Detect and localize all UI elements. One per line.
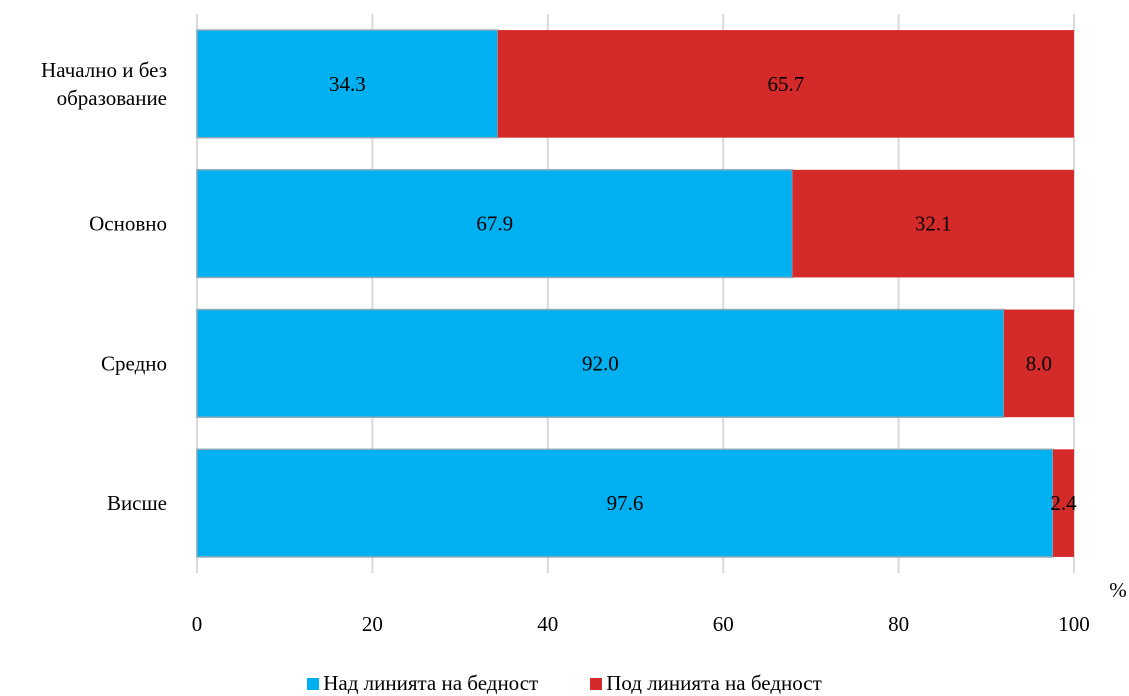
bars: 34.3 65.7 67.9 32.1 92.0 8.0 97.6 2.4 [196,29,1077,558]
x-tick-label: 80 [888,612,909,636]
category-labels: Начално и без образование Основно Средно Вис… [41,58,167,515]
legend-swatch [590,677,603,690]
legend-label: Под линията на бедност [606,671,822,695]
data-label: 97.6 [607,491,644,515]
data-label: 34.3 [329,72,366,96]
bar-segment [1052,449,1074,557]
x-tick-label: 20 [362,612,383,636]
legend-label: Над линията на бедност [323,671,539,695]
data-label: 67.9 [476,212,513,236]
bar-segment [1003,309,1074,418]
data-label: 92.0 [582,351,619,375]
x-tick-label: 100 [1058,612,1090,636]
legend: Над линията на бедност Под линията на бед… [0,671,1129,695]
data-label: 65.7 [768,72,805,96]
legend-swatch [307,677,320,690]
x-axis-ticks: 0 20 40 60 80 100 [192,612,1090,636]
bar-segment [196,448,1054,558]
bar-segment [792,169,1074,278]
bar-segment [196,169,794,279]
category-label: Начално и без [41,58,167,82]
data-label: 8.0 [1026,351,1052,375]
bar-segment [196,308,1005,418]
x-tick-label: 0 [192,612,203,636]
legend-item: Под линията на бедност [590,671,822,695]
bar-segment [196,29,499,139]
category-label: Основно [89,212,167,236]
data-label: 32.1 [915,212,952,236]
category-label: образование [57,86,167,110]
category-label: Средно [101,351,167,375]
data-label: 2.4 [1050,491,1077,515]
legend-item: Над линията на бедност [307,671,539,695]
x-tick-label: 60 [713,612,734,636]
x-tick-label: 40 [537,612,558,636]
x-axis-unit-label: % [1109,578,1127,602]
category-label: Висше [107,491,167,515]
bar-segment [497,30,1074,138]
